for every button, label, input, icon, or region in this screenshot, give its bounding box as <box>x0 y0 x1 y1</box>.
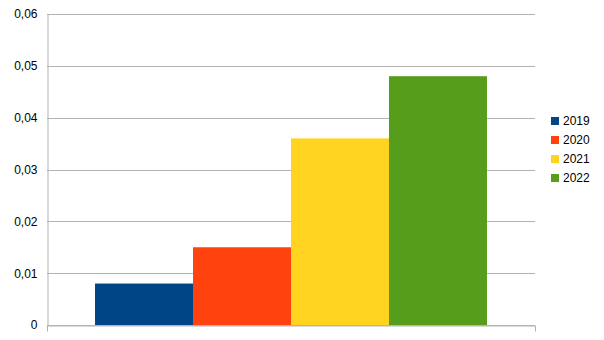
legend-label: 2022 <box>563 171 590 185</box>
legend-swatch <box>551 174 559 182</box>
x-axis <box>48 326 536 332</box>
legend-label: 2019 <box>563 114 590 128</box>
legend-label: 2021 <box>563 152 590 166</box>
y-tick-label: 0,05 <box>14 59 38 73</box>
y-axis: 0 0,01 0,02 0,03 0,04 0,05 0,06 <box>14 7 48 332</box>
y-tick: 0 <box>31 318 48 332</box>
chart: 0 0,01 0,02 0,03 0,04 0,05 0,06 2019 2020 2021 202… <box>0 0 604 340</box>
y-tick: 0,02 <box>14 215 47 229</box>
grid-line <box>47 66 535 67</box>
y-tick-label: 0,04 <box>14 111 38 125</box>
y-tick: 0,06 <box>14 7 47 21</box>
bar <box>95 284 193 325</box>
legend-swatch <box>551 117 559 125</box>
legend-swatch <box>551 136 559 144</box>
legend-label: 2020 <box>563 133 590 147</box>
bars <box>95 76 487 325</box>
y-tick-label: 0,02 <box>14 215 38 229</box>
y-tick: 0,03 <box>14 163 47 177</box>
y-tick-label: 0,01 <box>14 267 38 281</box>
bar <box>389 76 487 325</box>
x-axis-line <box>48 326 536 332</box>
y-axis-line <box>48 15 49 326</box>
grid-line <box>47 14 535 15</box>
y-tick-label: 0,03 <box>14 163 38 177</box>
y-tick-label: 0 <box>31 318 38 332</box>
y-tick: 0,01 <box>14 267 47 281</box>
legend: 2019 2020 2021 2022 <box>551 114 590 185</box>
bar <box>291 138 389 325</box>
y-tick-label: 0,06 <box>14 7 38 21</box>
grid <box>47 15 535 326</box>
y-tick: 0,05 <box>14 59 47 73</box>
legend-swatch <box>551 155 559 163</box>
bar <box>193 247 291 325</box>
y-tick: 0,04 <box>14 111 47 125</box>
